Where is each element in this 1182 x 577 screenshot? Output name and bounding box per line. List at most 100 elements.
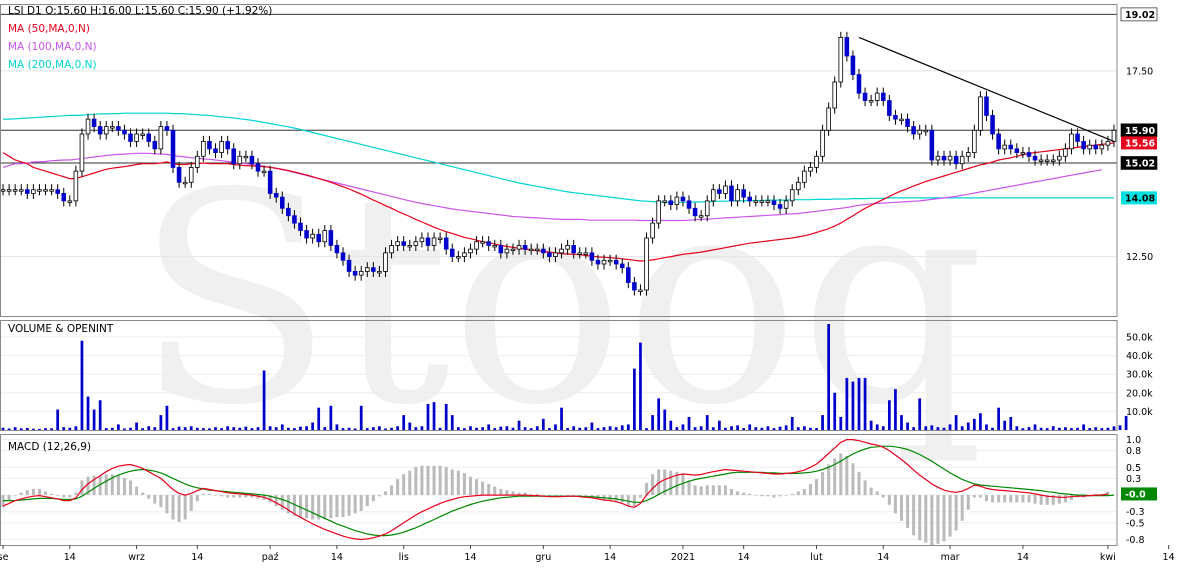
macd-histogram-bar (669, 470, 673, 496)
candle-body (771, 200, 777, 205)
x-tick-label: wrz (128, 552, 145, 563)
macd-line (2, 439, 1109, 541)
candle-body (802, 170, 807, 183)
macd-histogram-bar (675, 471, 679, 496)
volume-bar (32, 428, 35, 430)
macd-histogram-bar (1069, 495, 1073, 500)
macd-histogram-bar (98, 475, 102, 496)
macd-tick-label: 0.8 (1126, 446, 1141, 457)
volume-bar (414, 427, 418, 430)
macd-histogram-bar (402, 474, 406, 496)
candle-body (237, 155, 243, 165)
volume-bar (590, 422, 594, 430)
volume-bar (608, 426, 612, 430)
value-tag-bg (1121, 191, 1157, 205)
x-tick-label: 14 (464, 552, 476, 563)
volume-bar (1033, 424, 1037, 430)
candle-body (1032, 155, 1038, 161)
high-value: H:16.00 (90, 5, 132, 17)
candle-body (55, 189, 60, 194)
candle-body (286, 207, 291, 217)
candle-body (437, 237, 443, 240)
macd-histogram-bar (887, 495, 891, 505)
macd-histogram-bar (226, 495, 230, 498)
candle-body (255, 163, 261, 172)
candle-body (711, 189, 716, 202)
volume-bar (208, 428, 211, 430)
volume-bar (997, 407, 1000, 430)
candle-body (328, 230, 334, 246)
candle-body (158, 126, 164, 150)
volume-bar (177, 426, 181, 430)
volume-bar (845, 377, 849, 430)
macd-histogram-bar (110, 474, 114, 496)
volume-bar (663, 409, 667, 430)
volume-bar (851, 381, 855, 430)
candle-body (310, 233, 315, 239)
macd-histogram-bar (183, 495, 187, 520)
volume-bar (894, 389, 897, 430)
candle-body (698, 215, 704, 218)
volume-bar (98, 400, 102, 430)
volume-bar (596, 428, 600, 430)
volume-bar (62, 427, 66, 430)
macd-histogram-bar (827, 464, 831, 496)
candle-body (747, 196, 753, 202)
volume-bar (687, 416, 691, 430)
candle-body (413, 241, 419, 246)
macd-histogram-bar (298, 495, 303, 518)
macd-histogram-bar (845, 455, 849, 496)
candle-body (443, 237, 449, 250)
candle-body (249, 155, 255, 165)
candle-body (844, 37, 850, 57)
candle-body (219, 141, 224, 153)
volume-bar (900, 415, 903, 430)
reference-tag-bg (1120, 156, 1158, 170)
candle-body (116, 126, 121, 131)
candle-body (626, 267, 631, 283)
volume-bar (760, 427, 764, 430)
reference-tag-label: 15.02 (1125, 158, 1155, 169)
macd-histogram-bar (341, 495, 345, 518)
macd-histogram-bar (311, 495, 315, 520)
reference-tag-bg (1120, 7, 1158, 22)
legend-ma50: MA (50,MA,0,N) (8, 23, 90, 35)
volume-bar (481, 427, 484, 430)
volume-bar (1027, 427, 1031, 430)
macd-histogram-bar (742, 492, 746, 496)
volume-bar (262, 370, 266, 430)
volume-bar (620, 425, 624, 430)
macd-histogram-bar (129, 480, 133, 496)
candle-body (692, 207, 698, 217)
candle-body (735, 189, 740, 202)
volume-bar (475, 427, 478, 430)
candle-body (431, 237, 437, 246)
candle-body (528, 248, 534, 252)
candle-body (874, 92, 880, 101)
volume-bar (505, 426, 509, 430)
volume-bar (1088, 428, 1092, 430)
macd-histogram-bar (1094, 493, 1098, 496)
candle-body (680, 196, 686, 202)
macd-histogram-bar (450, 469, 454, 496)
macd-histogram-bar (608, 495, 612, 500)
macd-histogram-bar (165, 495, 169, 514)
candle-body (619, 263, 625, 269)
candle-body (304, 230, 309, 239)
macd-histogram-bar (377, 495, 381, 497)
candle-body (449, 248, 455, 257)
volume-bar (724, 427, 727, 430)
macd-histogram-bar (857, 471, 861, 496)
macd-histogram-bar (766, 495, 770, 497)
macd-histogram-bar (1039, 495, 1043, 505)
candle-body (316, 233, 321, 243)
volume-bar (881, 426, 885, 430)
macd-histogram-bar (942, 495, 946, 542)
volume-bar (171, 428, 175, 430)
volume-bar (147, 426, 151, 430)
macd-histogram-bar (292, 495, 296, 516)
macd-histogram-bar (189, 495, 193, 511)
macd-histogram-bar (875, 491, 879, 496)
candle-body (43, 189, 48, 192)
